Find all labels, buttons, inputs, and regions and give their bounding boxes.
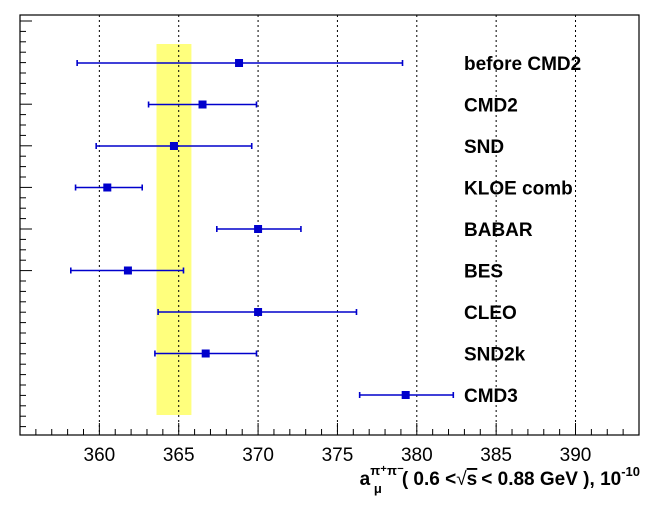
category-label: KLOE comb [464, 179, 573, 200]
category-label: CMD3 [464, 386, 518, 407]
tick-layer [19, 20, 640, 435]
x-tick-label: 360 [84, 445, 116, 466]
reference-band [156, 44, 192, 415]
data-point-marker [123, 266, 132, 275]
category-label: CMD2 [464, 96, 518, 117]
x-axis-title-power: -10 [621, 464, 640, 479]
category-label: before CMD2 [464, 54, 581, 75]
category-label: CLEO [464, 303, 517, 324]
plot-frame-layer [19, 14, 640, 436]
x-axis-title-subscript: μ [374, 481, 382, 496]
x-axis-title: aπ⁺π⁻ μ ( 0.6 <√s < 0.88 GeV ), 10-10 [360, 463, 640, 496]
labels-layer: 360 365 370 375 380 385 390 before CMD2 CMD2 SND K… [84, 54, 592, 466]
category-label: SND [464, 137, 504, 158]
x-tick-label: 375 [322, 445, 354, 466]
x-axis-title-base: a [360, 469, 371, 490]
plot-frame [19, 14, 640, 436]
category-label: SND2k [464, 345, 526, 366]
x-axis-title-superscript: π⁺π⁻ [370, 463, 404, 478]
points-layer [69, 59, 455, 399]
data-point-marker [198, 100, 207, 109]
category-label: BABAR [464, 220, 533, 241]
x-tick-label: 365 [163, 445, 195, 466]
x-tick-label: 380 [401, 445, 433, 466]
data-point-marker [254, 308, 263, 316]
data-point-marker [201, 349, 210, 358]
data-point-marker [103, 183, 112, 192]
x-axis-title-range-close: < 0.88 GeV ), 10 [481, 469, 621, 490]
x-tick-label: 370 [242, 445, 274, 466]
x-axis-title-sqrt: √ [456, 469, 467, 490]
reference-band-layer [156, 44, 192, 415]
data-point-marker [235, 59, 244, 67]
x-tick-label: 390 [560, 445, 592, 466]
data-point-marker [401, 391, 410, 399]
data-point-marker [169, 142, 178, 150]
x-axis-title-range-open: ( 0.6 < [402, 469, 456, 490]
data-point-marker [254, 225, 263, 233]
x-tick-label: 385 [480, 445, 512, 466]
x-axis-title-s: s [467, 469, 478, 490]
category-label: BES [464, 262, 503, 283]
